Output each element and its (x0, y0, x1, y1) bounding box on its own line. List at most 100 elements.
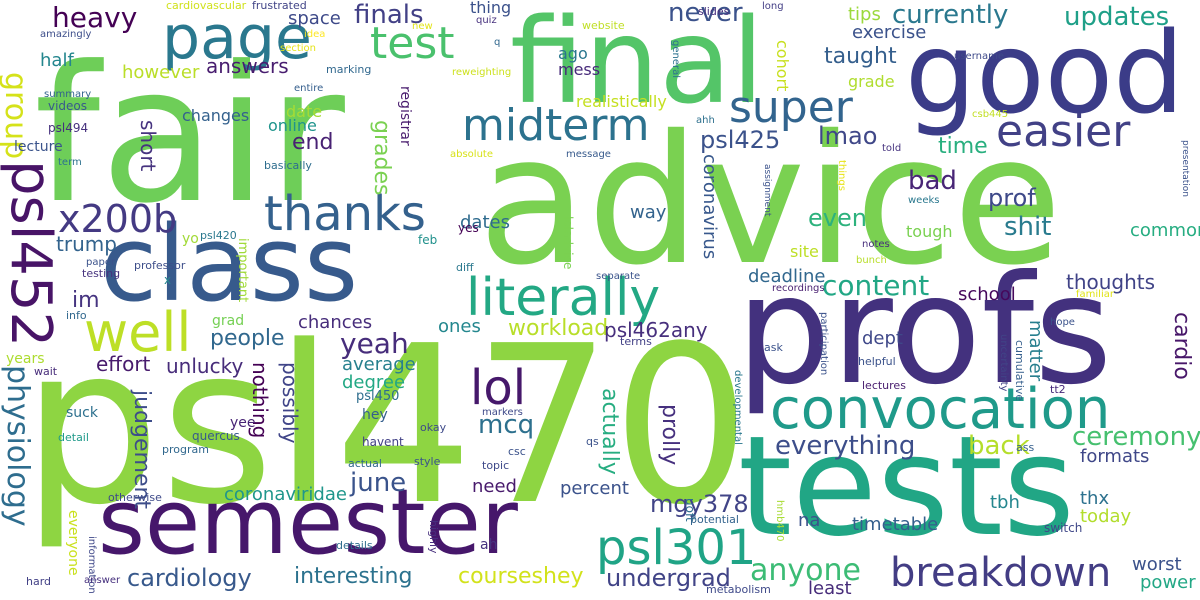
word-effort: effort (96, 352, 151, 376)
word-mcq: mcq (478, 410, 535, 440)
word-marking: marking (326, 63, 372, 76)
word-okay: okay (420, 421, 447, 434)
word-details: details (336, 539, 373, 552)
word-cumulative: cumulative (1013, 340, 1026, 402)
word-prolly: prolly (657, 404, 682, 466)
word-need: need (472, 476, 517, 497)
word-convocation: convocation (770, 377, 1111, 442)
word-workload: workload (508, 316, 609, 341)
word-hey: hey (362, 407, 388, 423)
word-lol: lol (470, 360, 527, 416)
word-super: super (729, 82, 853, 133)
word-username: username (954, 51, 1004, 62)
word-end: end (292, 130, 334, 155)
word-videos: videos (48, 99, 88, 113)
word-currently: currently (892, 0, 1009, 30)
word-date: date (286, 102, 323, 121)
word-everyone: everyone (65, 510, 81, 576)
word-however: however (122, 62, 200, 83)
word-psl494: psl494 (48, 121, 89, 135)
word-short: short (136, 120, 160, 172)
word-bad: bad (908, 166, 957, 196)
word-content: content (822, 269, 930, 302)
word-lecture: lecture (14, 139, 63, 155)
word-literally: literally (466, 268, 661, 328)
word-deadline: deadline (748, 266, 826, 287)
word-way: way (630, 202, 667, 223)
word-psl470: psl470 (22, 300, 751, 553)
word-idea: idea (304, 29, 326, 40)
word-ones: ones (438, 316, 481, 337)
word-bunch: bunch (856, 255, 887, 266)
word-hmb470: hmb470 (774, 500, 785, 542)
word-cardiology: cardiology (127, 564, 252, 592)
word-courseshey: courseshey (458, 564, 584, 589)
word-cardiovascular: cardiovascular (166, 0, 247, 12)
word-program: program (162, 443, 209, 456)
word-psl452: psl452 (0, 160, 63, 348)
word-thing: thing (470, 0, 512, 17)
word-school: school (958, 284, 1016, 305)
word-timetable: timetable (852, 514, 939, 535)
word-grade: grade (848, 72, 895, 91)
word-yee: yee (230, 415, 256, 431)
word-paper: paper (86, 257, 116, 268)
word-yes: yes (458, 221, 479, 235)
word-back: back (968, 431, 1030, 461)
word-grades: grades (369, 120, 394, 196)
word-degree: degree (342, 372, 406, 393)
word-common: common (1130, 220, 1200, 241)
word-people: people (210, 326, 285, 351)
word-page: page (162, 3, 312, 73)
word-actual: actual (348, 457, 382, 470)
word-unlucky: unlucky (166, 354, 244, 378)
word-easier: easier (996, 106, 1131, 157)
word-thx: thx (1080, 488, 1110, 509)
word-qs: qs (586, 435, 599, 448)
word-test: test (370, 18, 455, 69)
word-notes: notes (862, 239, 890, 250)
word-never: never (668, 0, 743, 28)
word-today: today (1080, 506, 1132, 527)
word-style: style (414, 455, 441, 468)
word-june: june (350, 468, 407, 498)
word-quercus: quercus (192, 429, 240, 443)
word-csb445: csb445 (972, 109, 1009, 120)
word-havent: havent (362, 435, 404, 449)
word-summary: summary (44, 89, 92, 100)
word-highly: highly (427, 520, 440, 554)
word-basically: basically (264, 159, 312, 172)
word-tt2: tt2 (1050, 383, 1066, 396)
word-answers: answers (206, 54, 289, 78)
word-quiz: quiz (476, 15, 497, 26)
word-chances: chances (298, 312, 373, 333)
word-realistically: realistically (576, 92, 667, 111)
word-shit: shit (1004, 212, 1052, 242)
word-reweighting: reweighting (452, 67, 512, 78)
word-good: good (905, 9, 1185, 139)
word-fair: fair (34, 26, 345, 245)
word-even: even (808, 204, 867, 232)
word-final: final (510, 0, 765, 130)
word-important: important (235, 238, 250, 303)
word-things: things (836, 160, 847, 191)
word-x200b: x200b (58, 197, 178, 241)
word-weeks: weeks (908, 195, 940, 206)
word-answer: answer (84, 575, 121, 586)
word-average: average (342, 354, 416, 375)
word-wait: wait (34, 365, 58, 378)
word-professor: professor (134, 259, 186, 272)
word-detail: detail (58, 431, 89, 444)
word-psl462any: psl462any (604, 318, 708, 342)
word-profs: profs (736, 244, 1113, 418)
word-midterm: midterm (462, 100, 650, 151)
word-mess: mess (558, 60, 601, 79)
word-taught: taught (824, 44, 897, 69)
word-interesting: interesting (294, 564, 413, 589)
word-slides: slides (698, 5, 730, 18)
word-presentation: presentation (1180, 140, 1190, 197)
word-ceremony: ceremony (1072, 422, 1200, 452)
word-frustrated: frustrated (252, 0, 307, 12)
word-information: information (86, 536, 97, 594)
